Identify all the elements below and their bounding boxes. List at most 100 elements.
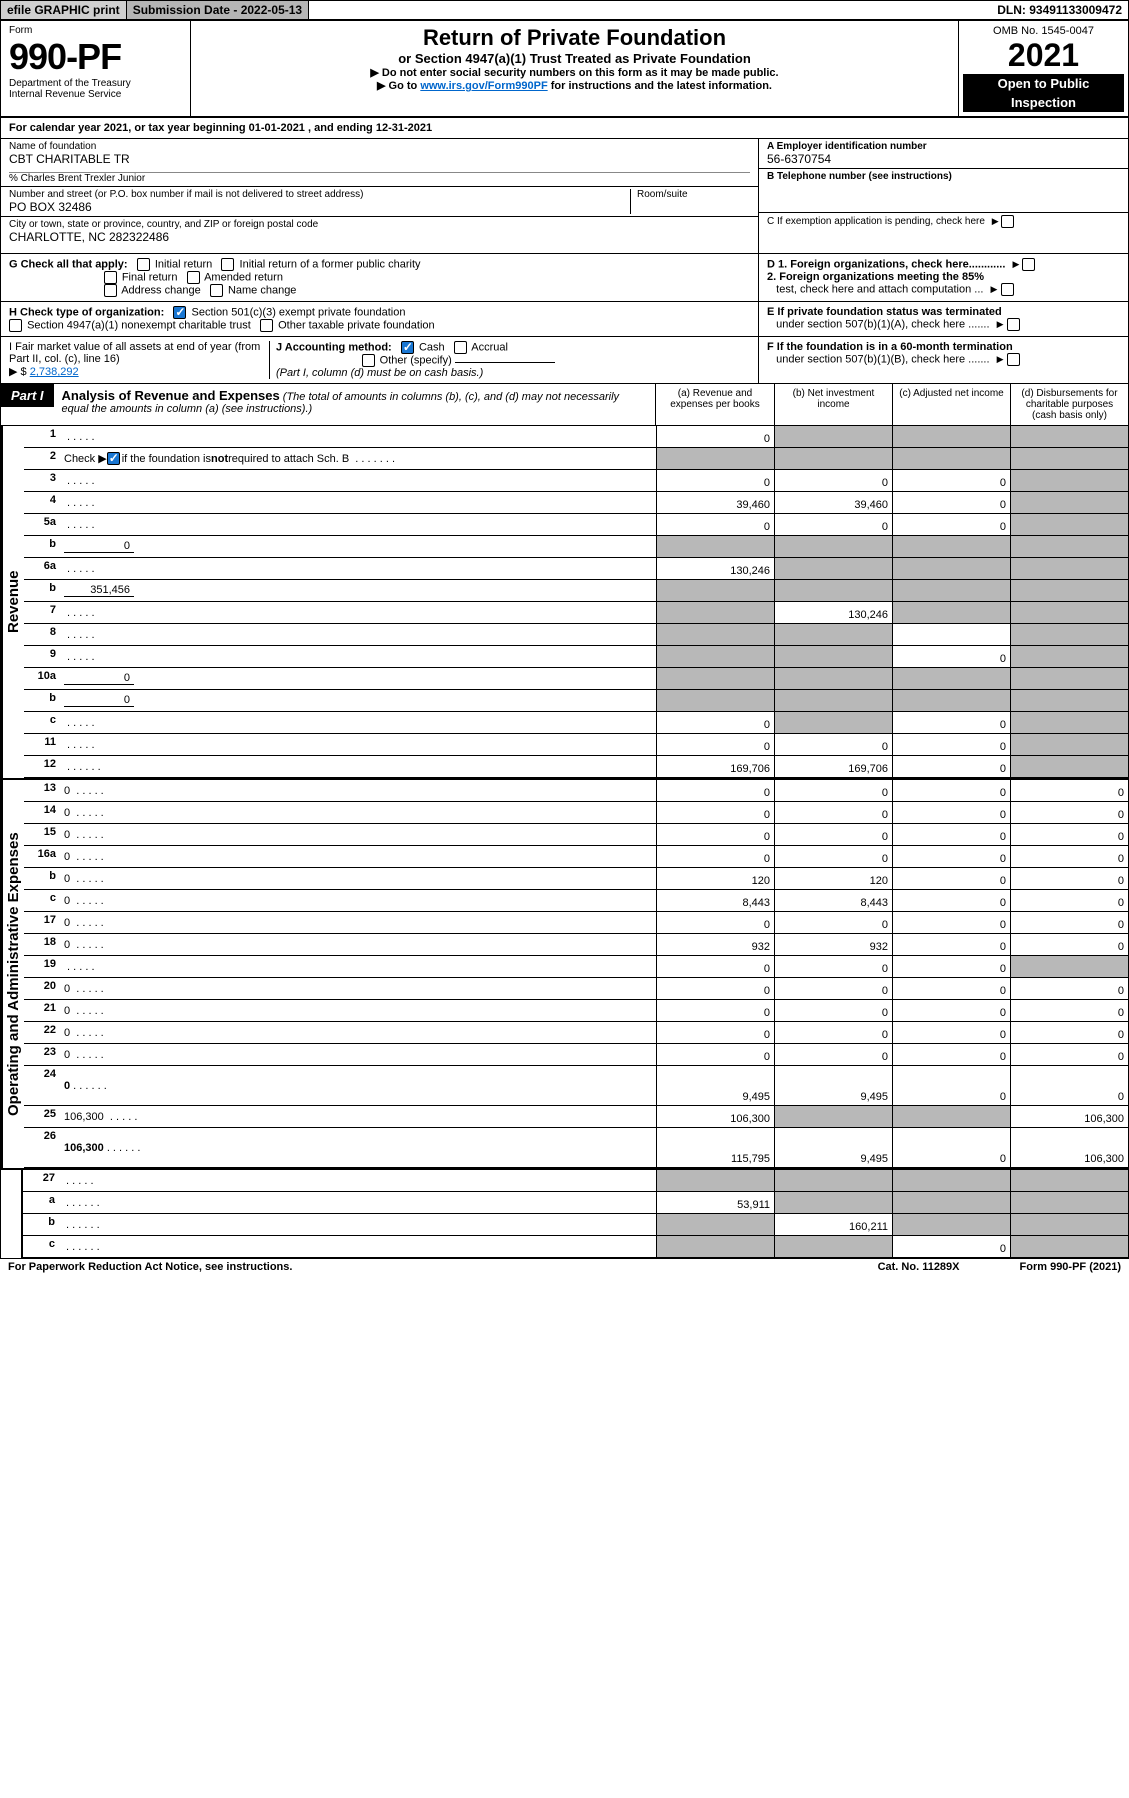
note-goto-pre: ▶ Go to bbox=[377, 80, 420, 92]
cell-b: 130,246 bbox=[774, 602, 892, 623]
form-header: Form 990-PF Department of the Treasury I… bbox=[1, 21, 1128, 118]
table-row: 200 . . . . .0000 bbox=[24, 978, 1128, 1000]
initial-public-cb[interactable] bbox=[221, 258, 234, 271]
row-desc: . . . . . bbox=[60, 558, 656, 579]
calyear-begin: 01-01-2021 bbox=[249, 122, 305, 134]
i-arrow: ▶ $ bbox=[9, 366, 27, 378]
f1-label: F If the foundation is in a 60-month ter… bbox=[767, 341, 1013, 353]
row-desc: . . . . . . bbox=[59, 1214, 656, 1235]
row-number: 11 bbox=[24, 734, 60, 755]
cell-c bbox=[892, 1170, 1010, 1191]
terminated-cb[interactable] bbox=[1007, 318, 1020, 331]
other-method-cb[interactable] bbox=[362, 354, 375, 367]
row-desc: . . . . . bbox=[60, 624, 656, 645]
row-number: 7 bbox=[24, 602, 60, 623]
table-row: b 0 bbox=[24, 690, 1128, 712]
row-desc: 0 . . . . . bbox=[60, 1000, 656, 1021]
row-number: 2 bbox=[24, 448, 60, 469]
amended-return-cb[interactable] bbox=[187, 271, 200, 284]
cell-c bbox=[892, 580, 1010, 601]
row-desc: 0 . . . . . bbox=[60, 890, 656, 911]
row-number: a bbox=[23, 1192, 59, 1213]
name-change-cb[interactable] bbox=[210, 284, 223, 297]
cell-c: 0 bbox=[892, 1000, 1010, 1021]
cell-d bbox=[1010, 514, 1128, 535]
g-o2: Initial return of a former public charit… bbox=[240, 258, 421, 270]
cell-a bbox=[656, 580, 774, 601]
table-row: 27 . . . . . bbox=[23, 1170, 1128, 1192]
d2b-label: test, check here and attach computation … bbox=[776, 283, 983, 295]
cell-d: 0 bbox=[1010, 1000, 1128, 1021]
calyear-mid: , and ending bbox=[305, 122, 376, 134]
g-o6: Name change bbox=[228, 284, 297, 296]
4947-cb[interactable] bbox=[9, 319, 22, 332]
initial-return-cb[interactable] bbox=[137, 258, 150, 271]
row-desc: . . . . . bbox=[60, 492, 656, 513]
row-number: 23 bbox=[24, 1044, 60, 1065]
row-desc: 0 bbox=[60, 536, 656, 557]
cell-a: 9,495 bbox=[656, 1066, 774, 1105]
cell-d: 0 bbox=[1010, 868, 1128, 889]
table-row: 230 . . . . .0000 bbox=[24, 1044, 1128, 1066]
row-number: b bbox=[23, 1214, 59, 1235]
cell-a bbox=[656, 602, 774, 623]
section-i-j-f: I Fair market value of all assets at end… bbox=[1, 337, 1128, 384]
60month-cb[interactable] bbox=[1007, 353, 1020, 366]
col-a-hdr: (a) Revenue and expenses per books bbox=[656, 384, 774, 425]
exemption-checkbox[interactable] bbox=[1001, 215, 1014, 228]
cell-d bbox=[1010, 580, 1128, 601]
irs-link[interactable]: www.irs.gov/Form990PF bbox=[420, 80, 547, 92]
row-desc: 0 . . . . . bbox=[60, 802, 656, 823]
cell-a: 0 bbox=[656, 824, 774, 845]
col-b-hdr: (b) Net investment income bbox=[774, 384, 892, 425]
cell-d: 0 bbox=[1010, 890, 1128, 911]
row-number: c bbox=[24, 890, 60, 911]
other-taxable-cb[interactable] bbox=[260, 319, 273, 332]
table-row: 150 . . . . .0000 bbox=[24, 824, 1128, 846]
cell-c bbox=[892, 558, 1010, 579]
table-row: 12 . . . . . .169,706169,7060 bbox=[24, 756, 1128, 778]
j-cash: Cash bbox=[419, 341, 445, 353]
table-row: 180 . . . . .93293200 bbox=[24, 934, 1128, 956]
cash-cb[interactable] bbox=[401, 341, 414, 354]
cell-d bbox=[1010, 690, 1128, 711]
foreign-85-cb[interactable] bbox=[1001, 283, 1014, 296]
row-number: 13 bbox=[24, 780, 60, 801]
cell-b: 9,495 bbox=[774, 1066, 892, 1105]
j-accrual: Accrual bbox=[471, 341, 508, 353]
row-desc: . . . . . bbox=[59, 1170, 656, 1191]
cell-c: 0 bbox=[892, 734, 1010, 755]
cell-a: 106,300 bbox=[656, 1106, 774, 1127]
cell-c: 0 bbox=[892, 780, 1010, 801]
cell-b bbox=[774, 558, 892, 579]
arrow-icon bbox=[987, 283, 998, 295]
row-desc: 0 . . . . . bbox=[60, 912, 656, 933]
final-return-cb[interactable] bbox=[104, 271, 117, 284]
cell-c: 0 bbox=[892, 1066, 1010, 1105]
row-desc: . . . . . bbox=[60, 646, 656, 667]
row-desc: 0 . . . . . bbox=[60, 1044, 656, 1065]
note-goto: ▶ Go to www.irs.gov/Form990PF for instru… bbox=[199, 79, 950, 92]
cell-b bbox=[774, 1192, 892, 1213]
cell-b: 0 bbox=[774, 824, 892, 845]
cell-d: 0 bbox=[1010, 1022, 1128, 1043]
arrow-icon bbox=[1008, 258, 1019, 270]
row-desc: . . . . . . bbox=[60, 756, 656, 777]
h-o1: Section 501(c)(3) exempt private foundat… bbox=[191, 306, 405, 318]
cell-b bbox=[774, 646, 892, 667]
table-row: b 351,456 bbox=[24, 580, 1128, 602]
fmv-amount[interactable]: 2,738,292 bbox=[30, 366, 79, 378]
row-number: 5a bbox=[24, 514, 60, 535]
foreign-org-cb[interactable] bbox=[1022, 258, 1035, 271]
g-o5: Address change bbox=[121, 284, 201, 296]
501c3-cb[interactable] bbox=[173, 306, 186, 319]
cell-a: 0 bbox=[656, 802, 774, 823]
accrual-cb[interactable] bbox=[454, 341, 467, 354]
table-row: 10a 0 bbox=[24, 668, 1128, 690]
address-change-cb[interactable] bbox=[104, 284, 117, 297]
table-row: 26106,300 . . . . . .115,7959,4950106,30… bbox=[24, 1128, 1128, 1168]
row-number: b bbox=[24, 536, 60, 557]
cell-c bbox=[892, 1192, 1010, 1213]
cell-d: 0 bbox=[1010, 846, 1128, 867]
city-label: City or town, state or province, country… bbox=[9, 219, 750, 230]
